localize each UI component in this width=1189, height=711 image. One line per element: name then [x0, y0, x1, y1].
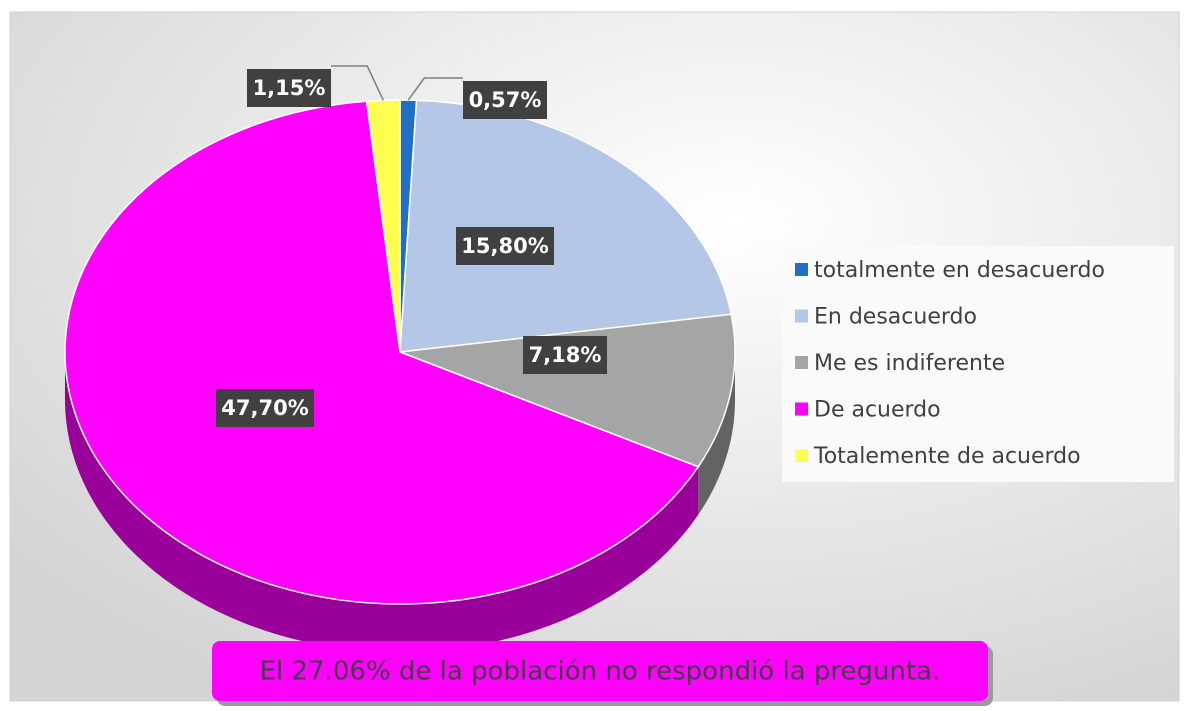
legend-label: totalmente en desacuerdo — [814, 258, 1105, 283]
data-label: 0,57% — [469, 88, 542, 112]
legend-label: Totalemente de acuerdo — [813, 444, 1081, 469]
legend-swatch — [795, 309, 808, 323]
legend-swatch — [795, 263, 808, 276]
pie-slice — [365, 99, 401, 353]
legend-swatch — [795, 402, 808, 416]
pie-side — [698, 352, 735, 515]
pie-slice — [399, 313, 736, 468]
annotation-box — [212, 641, 988, 701]
label-box — [456, 227, 554, 265]
annotation: El 27.06% de la población no respondió l… — [260, 657, 941, 687]
legend-label: De acuerdo — [814, 398, 941, 423]
leader-line — [407, 77, 463, 101]
legend-box — [782, 246, 1174, 482]
label-box — [463, 81, 547, 119]
legend-swatch — [795, 449, 808, 462]
legend-label: En desacuerdo — [814, 305, 977, 330]
pie-slice — [64, 100, 700, 605]
pie — [64, 99, 736, 653]
data-label: 15,80% — [461, 234, 548, 258]
label-box — [216, 389, 314, 427]
legend-label: Me es indiferente — [814, 351, 1005, 376]
data-label: 47,70% — [221, 396, 308, 420]
data-labels: 0,57% 15,80% 7,18% 47,70% 1,15% — [216, 65, 607, 427]
data-label: 1,15% — [253, 76, 326, 100]
pie-side — [64, 352, 699, 653]
leader-line — [331, 65, 384, 101]
label-box — [523, 336, 607, 374]
label-box — [247, 69, 331, 107]
data-label: 7,18% — [529, 343, 602, 367]
legend-swatch — [795, 356, 808, 369]
legend: totalmente en desacuerdo En desacuerdo Me … — [795, 258, 1105, 469]
